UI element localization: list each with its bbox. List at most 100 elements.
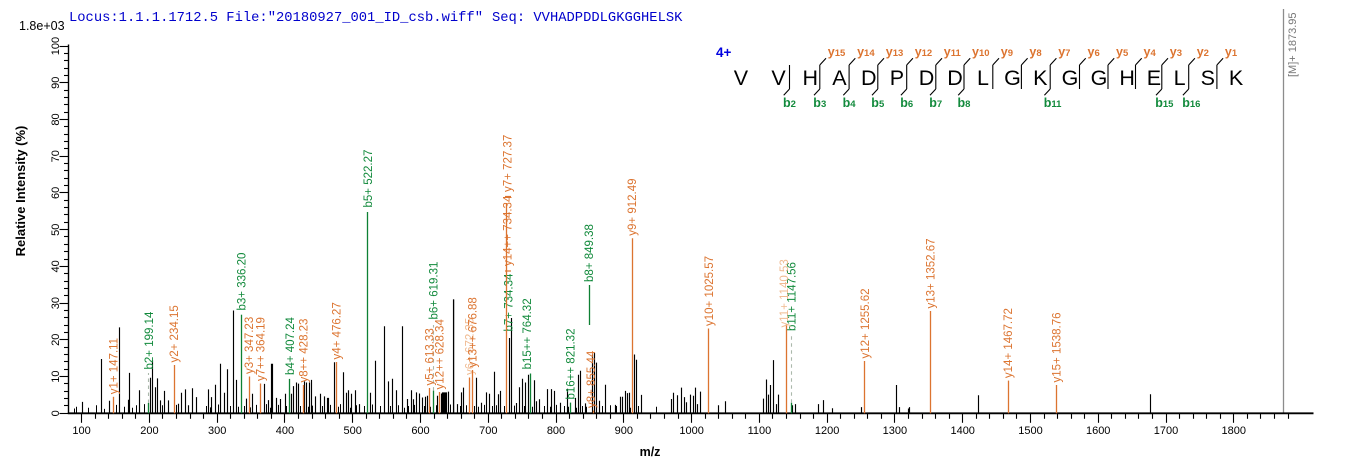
svg-text:1.8e+03: 1.8e+03 <box>19 19 65 33</box>
svg-text:A: A <box>832 66 847 90</box>
svg-text:10: 10 <box>50 370 62 382</box>
svg-text:b11+ 1147.56: b11+ 1147.56 <box>786 262 798 331</box>
svg-text:G: G <box>1062 66 1079 90</box>
svg-text:0: 0 <box>50 410 62 416</box>
svg-text:100: 100 <box>50 37 62 55</box>
svg-text:y13: y13 <box>886 45 904 59</box>
svg-text:L: L <box>1174 66 1186 90</box>
svg-text:y9+ 912.49: y9+ 912.49 <box>627 178 639 235</box>
svg-text:y15+ 1538.76: y15+ 1538.76 <box>1052 312 1064 382</box>
svg-text:90: 90 <box>50 77 62 89</box>
svg-text:b3+ 336.20: b3+ 336.20 <box>237 253 249 311</box>
svg-text:b5+ 522.27: b5+ 522.27 <box>363 150 375 208</box>
svg-text:y1+ 147.11: y1+ 147.11 <box>109 338 121 394</box>
svg-text:1200: 1200 <box>815 425 839 437</box>
svg-text:1800: 1800 <box>1222 425 1246 437</box>
svg-text:y4: y4 <box>1144 45 1157 59</box>
svg-text:y7++ 364.19: y7++ 364.19 <box>256 317 268 381</box>
svg-text:y11: y11 <box>944 45 962 59</box>
svg-text:b8+ 849.38: b8+ 849.38 <box>584 224 596 282</box>
svg-text:D: D <box>919 66 935 90</box>
svg-text:1400: 1400 <box>950 425 974 437</box>
svg-text:y10+ 1025.57: y10+ 1025.57 <box>704 256 716 326</box>
svg-text:y10: y10 <box>972 45 990 59</box>
svg-text:y13++ 676.88: y13++ 676.88 <box>468 297 480 367</box>
svg-text:1300: 1300 <box>883 425 907 437</box>
svg-text:b6+ 619.31: b6+ 619.31 <box>429 262 441 320</box>
svg-text:b7+ 734.34: b7+ 734.34 <box>504 273 516 331</box>
svg-text:y6: y6 <box>1088 45 1100 59</box>
svg-text:y9: y9 <box>1001 45 1013 59</box>
svg-text:y8: y8 <box>1029 45 1041 59</box>
svg-text:S: S <box>1201 66 1215 90</box>
svg-text:K: K <box>1229 66 1244 90</box>
svg-text:500: 500 <box>344 425 362 437</box>
svg-text:100: 100 <box>72 425 90 437</box>
svg-text:y15: y15 <box>828 45 846 59</box>
svg-text:y12: y12 <box>915 45 933 59</box>
svg-text:E: E <box>1147 66 1161 90</box>
svg-text:P: P <box>890 66 904 90</box>
svg-text:b2+ 199.14: b2+ 199.14 <box>144 311 156 369</box>
svg-text:y3: y3 <box>1170 45 1182 59</box>
svg-text:y5: y5 <box>1116 45 1129 59</box>
svg-text:y8+ 855.44: y8+ 855.44 <box>586 350 598 408</box>
svg-text:D: D <box>947 66 963 90</box>
svg-text:H: H <box>803 66 819 90</box>
svg-text:y14++ 734.34: y14++ 734.34 <box>503 195 515 266</box>
svg-text:b8: b8 <box>958 96 971 110</box>
svg-text:y7: y7 <box>1058 45 1070 59</box>
svg-text:200: 200 <box>140 425 158 437</box>
svg-text:y14+ 1467.72: y14+ 1467.72 <box>1003 308 1015 378</box>
svg-text:700: 700 <box>479 425 497 437</box>
svg-text:y13+ 1352.67: y13+ 1352.67 <box>925 238 937 308</box>
svg-text:40: 40 <box>50 260 62 272</box>
svg-text:b2: b2 <box>783 96 796 110</box>
svg-text:H: H <box>1119 66 1135 90</box>
svg-text:y6+ 672.35: y6+ 672.35 <box>464 318 476 375</box>
svg-text:m/z: m/z <box>640 445 661 459</box>
svg-text:1500: 1500 <box>1018 425 1042 437</box>
svg-text:G: G <box>1091 66 1108 90</box>
svg-text:300: 300 <box>208 425 226 437</box>
svg-text:[M]+ 1873.95: [M]+ 1873.95 <box>1287 12 1299 77</box>
svg-text:b4: b4 <box>843 96 857 110</box>
svg-text:800: 800 <box>547 425 565 437</box>
svg-text:600: 600 <box>411 425 429 437</box>
svg-text:50: 50 <box>50 224 62 236</box>
svg-text:D: D <box>861 66 877 90</box>
svg-text:b16: b16 <box>1182 96 1200 110</box>
svg-text:y8++ 428.23: y8++ 428.23 <box>299 319 311 383</box>
svg-text:V: V <box>734 66 749 90</box>
svg-text:b11: b11 <box>1044 96 1062 110</box>
svg-text:y11+ 1140.53: y11+ 1140.53 <box>779 259 791 327</box>
svg-text:70: 70 <box>50 150 62 162</box>
svg-text:Locus:1.1.1.1712.5 File:"20180: Locus:1.1.1.1712.5 File:"20180927_001_ID… <box>69 10 483 26</box>
svg-text:Seq: VVHADPDDLGKGGHELSK: Seq: VVHADPDDLGKGGHELSK <box>492 11 683 26</box>
svg-text:b15++ 764.32: b15++ 764.32 <box>522 298 534 369</box>
svg-text:y2+ 234.15: y2+ 234.15 <box>169 305 181 362</box>
svg-text:b5: b5 <box>871 96 885 110</box>
svg-text:30: 30 <box>50 297 62 309</box>
svg-text:4+: 4+ <box>716 45 732 60</box>
svg-text:y5+ 613.33: y5+ 613.33 <box>424 328 436 385</box>
svg-text:1700: 1700 <box>1154 425 1178 437</box>
svg-text:1000: 1000 <box>679 425 703 437</box>
svg-text:y4+ 476.27: y4+ 476.27 <box>332 302 344 359</box>
svg-text:900: 900 <box>615 425 633 437</box>
svg-text:Relative Intensity (%): Relative Intensity (%) <box>13 126 28 257</box>
svg-text:y1: y1 <box>1225 45 1238 59</box>
svg-text:K: K <box>1033 66 1048 90</box>
svg-text:y3+ 347.23: y3+ 347.23 <box>244 317 256 374</box>
svg-text:y12+ 1255.62: y12+ 1255.62 <box>860 288 872 358</box>
svg-text:b6: b6 <box>900 96 913 110</box>
svg-text:20: 20 <box>50 334 62 346</box>
svg-text:1100: 1100 <box>748 425 772 437</box>
svg-text:60: 60 <box>50 187 62 199</box>
svg-text:b3: b3 <box>813 96 826 110</box>
svg-text:y2: y2 <box>1197 45 1209 59</box>
svg-text:y12++ 628.34: y12++ 628.34 <box>435 319 447 390</box>
svg-text:y7+ 727.37: y7+ 727.37 <box>503 135 515 192</box>
svg-text:80: 80 <box>50 113 62 125</box>
svg-text:b15: b15 <box>1155 96 1174 110</box>
